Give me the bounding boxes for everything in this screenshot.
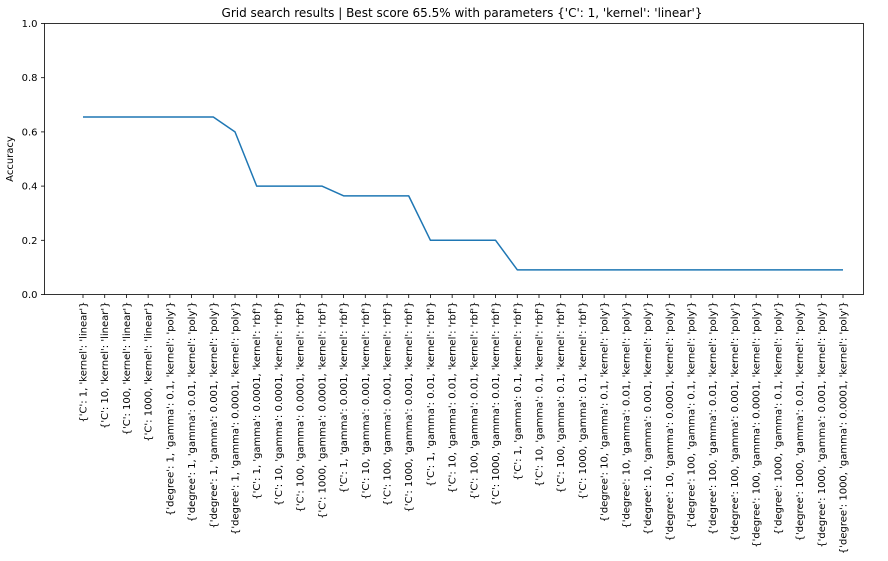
x-tick-label: {'C': 1000, 'gamma': 0.0001, 'kernel': '… <box>317 302 328 519</box>
y-axis: 0.0 0.2 0.4 0.6 0.8 1.0 <box>22 19 45 301</box>
x-tick-label: {'degree': 1, 'gamma': 0.01, 'kernel': '… <box>187 302 198 523</box>
x-tick-label: {'degree': 10, 'gamma': 0.0001, 'kernel'… <box>665 302 676 542</box>
x-tick-label: {'degree': 100, 'gamma': 0.01, 'kernel':… <box>708 302 719 536</box>
x-tick-label: {'C': 10, 'gamma': 0.1, 'kernel': 'rbf'} <box>535 302 546 488</box>
x-tick-label: {'C': 1000, 'gamma': 0.01, 'kernel': 'rb… <box>491 302 502 507</box>
accuracy-line <box>83 116 843 271</box>
y-axis-label: Accuracy <box>5 136 16 182</box>
chart-title: Grid search results | Best score 65.5% w… <box>222 6 703 20</box>
y-tick-label: 0.2 <box>22 236 38 247</box>
y-tick-label: 0.0 <box>22 290 38 301</box>
y-tick-label: 1.0 <box>22 19 38 30</box>
x-tick-label: {'degree': 100, 'gamma': 0.001, 'kernel'… <box>730 302 741 542</box>
x-tick-label: {'C': 100, 'gamma': 0.1, 'kernel': 'rbf'… <box>556 302 567 494</box>
x-tick-label: {'C': 1000, 'gamma': 0.001, 'kernel': 'r… <box>404 302 415 513</box>
x-tick-label: {'C': 10, 'gamma': 0.0001, 'kernel': 'rb… <box>274 302 285 507</box>
x-tick-label: {'C': 1, 'gamma': 0.01, 'kernel': 'rbf'} <box>426 302 437 488</box>
x-tick-label: {'degree': 1000, 'gamma': 0.0001, 'kerne… <box>839 302 850 555</box>
y-tick-label: 0.8 <box>22 73 38 84</box>
x-tick-label: {'C': 1000, 'kernel': 'linear'} <box>144 302 155 442</box>
x-tick-label: {'C': 10, 'kernel': 'linear'} <box>100 302 111 429</box>
x-axis: {'C': 1, 'kernel': 'linear'} {'C': 10, 'k… <box>79 294 850 555</box>
x-tick-label: {'degree': 10, 'gamma': 0.01, 'kernel': … <box>621 302 632 529</box>
x-tick-label: {'C': 1000, 'gamma': 0.1, 'kernel': 'rbf… <box>578 302 589 500</box>
x-tick-label: {'C': 10, 'gamma': 0.01, 'kernel': 'rbf'… <box>448 302 459 494</box>
x-tick-label: {'degree': 1000, 'gamma': 0.1, 'kernel':… <box>773 302 784 536</box>
x-tick-label: {'C': 100, 'kernel': 'linear'} <box>122 302 133 436</box>
x-tick-label: {'degree': 1, 'gamma': 0.0001, 'kernel':… <box>231 302 242 536</box>
x-tick-label: {'degree': 10, 'gamma': 0.001, 'kernel':… <box>643 302 654 536</box>
x-tick-label: {'C': 100, 'gamma': 0.001, 'kernel': 'rb… <box>383 302 394 507</box>
x-tick-label: {'degree': 100, 'gamma': 0.1, 'kernel': … <box>687 302 698 529</box>
x-tick-label: {'degree': 10, 'gamma': 0.1, 'kernel': '… <box>600 302 611 523</box>
x-tick-label: {'C': 1, 'gamma': 0.001, 'kernel': 'rbf'… <box>339 302 350 494</box>
x-tick-label: {'C': 1, 'kernel': 'linear'} <box>79 302 90 423</box>
y-tick-label: 0.6 <box>22 127 38 138</box>
plot-area <box>44 23 864 295</box>
x-tick-label: {'degree': 1000, 'gamma': 0.01, 'kernel'… <box>795 302 806 542</box>
x-tick-label: {'degree': 100, 'gamma': 0.0001, 'kernel… <box>752 302 763 548</box>
x-tick-label: {'degree': 1, 'gamma': 0.1, 'kernel': 'p… <box>165 302 176 516</box>
x-tick-label: {'C': 1, 'gamma': 0.0001, 'kernel': 'rbf… <box>252 302 263 500</box>
x-tick-label: {'C': 100, 'gamma': 0.01, 'kernel': 'rbf… <box>469 302 480 500</box>
x-tick-label: {'degree': 1, 'gamma': 0.001, 'kernel': … <box>209 302 220 529</box>
x-tick-label: {'degree': 1000, 'gamma': 0.001, 'kernel… <box>817 302 828 548</box>
x-tick-label: {'C': 1, 'gamma': 0.1, 'kernel': 'rbf'} <box>513 302 524 481</box>
x-tick-label: {'C': 100, 'gamma': 0.0001, 'kernel': 'r… <box>296 302 307 513</box>
x-tick-label: {'C': 10, 'gamma': 0.001, 'kernel': 'rbf… <box>361 302 372 500</box>
y-tick-label: 0.4 <box>22 182 38 193</box>
